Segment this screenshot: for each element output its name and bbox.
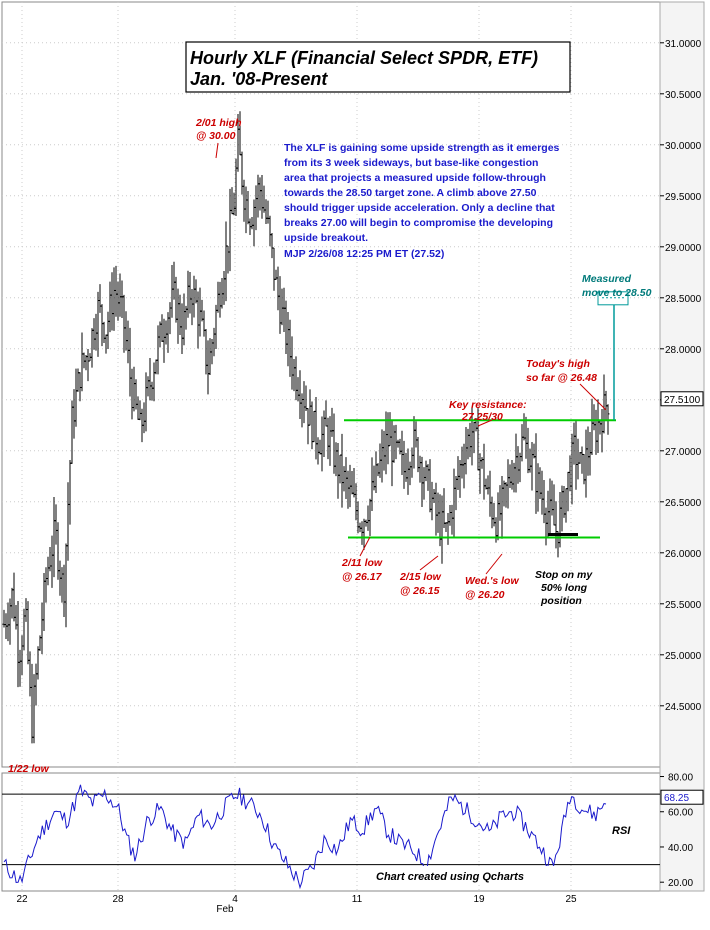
- chart-subtitle: Jan. '08-Present: [190, 69, 328, 89]
- credit-box: [360, 866, 550, 883]
- grid-layer: [2, 2, 660, 891]
- chart-credit: Chart created using Qcharts: [376, 871, 524, 883]
- annotation-measured-move-value: move to 28.50: [582, 287, 652, 299]
- rsi-tick-label: 80.00: [668, 773, 693, 784]
- annotation-stop: Stop on my: [535, 569, 593, 581]
- commentary-line: MJP 2/26/08 12:25 PM ET (27.52): [284, 248, 444, 260]
- commentary-line: breaks 27.00 will begin to compromise th…: [284, 217, 553, 229]
- commentary-line: from its 3 week sideways, but base-like …: [284, 157, 538, 169]
- price-tick-label: 29.5000: [665, 192, 702, 203]
- price-tick-label: 29.0000: [665, 243, 702, 254]
- price-tick-label: 26.5000: [665, 498, 702, 509]
- pointer-line: [485, 553, 503, 575]
- commentary-line: towards the 28.50 target zone. A climb a…: [284, 187, 537, 199]
- rsi-tick-label: 40.00: [668, 843, 693, 854]
- rsi-line: [3, 784, 607, 890]
- rsi-last-label: 68.25: [664, 793, 689, 804]
- last-price-label: 27.5100: [664, 395, 701, 406]
- stop-marker: [548, 533, 578, 536]
- rsi-tick-label: 60.00: [668, 808, 693, 819]
- pointer-lines: [215, 142, 607, 575]
- annotation-low-wed-value: @ 26.20: [465, 589, 505, 601]
- annotation-high-0201-value: @ 30.00: [196, 130, 236, 142]
- rsi-last-box: [660, 789, 704, 805]
- price-panel: [1, 1, 661, 768]
- pointer-line: [419, 555, 439, 571]
- rsi-tick-label: 20.00: [668, 878, 693, 889]
- chart-title: Hourly XLF (Financial Select SPDR, ETF): [190, 48, 538, 68]
- commentary-line: upside breakout.: [284, 232, 368, 244]
- price-layer: [2, 111, 610, 744]
- commentary-line: area that projects a measured upside fol…: [284, 172, 546, 184]
- rsi-panel: [1, 772, 661, 892]
- price-tick-label: 28.0000: [665, 345, 702, 356]
- pointer-line: [477, 419, 493, 427]
- price-tick-label: 30.0000: [665, 141, 702, 152]
- price-tick-label: 30.5000: [665, 90, 702, 101]
- annotation-stop-line3: position: [540, 595, 582, 607]
- annotation-measured-move: Measured: [582, 273, 632, 285]
- annotation-high-0201: 2/01 high: [195, 117, 242, 129]
- pointer-line: [359, 536, 371, 557]
- right-axis-strip: [659, 1, 705, 892]
- pointer-line: [579, 383, 607, 411]
- commentary-block: The XLF is gaining some upside strength …: [284, 142, 560, 260]
- price-tick-label: 27.0000: [665, 447, 702, 458]
- annotation-todays-high-value: so far @ 26.48: [526, 372, 597, 384]
- date-tick-label: 25: [565, 894, 577, 905]
- pointer-line: [215, 142, 219, 159]
- price-tick-label: 25.5000: [665, 600, 702, 611]
- date-tick-label: Feb: [216, 904, 234, 915]
- price-tick-label: 28.5000: [665, 294, 702, 305]
- commentary-line: should trigger upside acceleration. Only…: [284, 202, 555, 214]
- annotation-low-0215: 2/15 low: [399, 571, 442, 583]
- price-tick-label: 26.0000: [665, 549, 702, 560]
- price-tick-label: 31.0000: [665, 39, 702, 50]
- date-tick-label: 22: [16, 894, 28, 905]
- date-tick-label: 19: [473, 894, 485, 905]
- price-tick-label: 24.5000: [665, 702, 702, 713]
- annotation-low-0215-value: @ 26.15: [400, 585, 440, 597]
- date-tick-label: 11: [352, 894, 363, 905]
- annotation-low-0122: 1/22 low: [8, 763, 50, 775]
- axis-layer: 24.5000 25.0000 25.5000 26.0000 26.5000 27.00…: [16, 39, 704, 915]
- rsi-layer: [2, 784, 660, 890]
- annotation-stop-line2: 50% long: [541, 582, 588, 594]
- annotation-low-0211: 2/11 low: [341, 557, 383, 569]
- level-layer: [344, 291, 629, 539]
- annotation-key-resistance: Key resistance:: [449, 399, 527, 411]
- rsi-label: RSI: [612, 825, 631, 837]
- annotation-todays-high: Today's high: [526, 358, 590, 370]
- annotation-low-wed: Wed.'s low: [465, 575, 519, 587]
- commentary-line: The XLF is gaining some upside strength …: [284, 142, 560, 154]
- last-price-box: [660, 391, 704, 407]
- measured-target-box: [597, 291, 629, 306]
- annotation-key-resistance-value: 27.25/30: [461, 411, 503, 423]
- price-tick-label: 25.0000: [665, 651, 702, 662]
- date-tick-label: 28: [112, 894, 124, 905]
- title-box: [185, 41, 571, 93]
- annotation-low-0211-value: @ 26.17: [342, 571, 383, 583]
- date-tick-label: 4: [232, 894, 238, 905]
